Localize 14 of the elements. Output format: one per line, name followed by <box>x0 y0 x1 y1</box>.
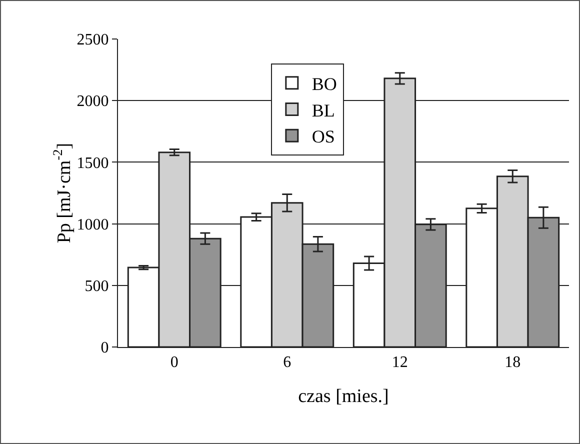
y-tick-label: 1000 <box>76 216 109 234</box>
y-tick-label: 2000 <box>76 93 109 110</box>
y-tick-label: 0 <box>100 340 109 357</box>
legend-label: OS <box>312 126 335 147</box>
x-tick-label: 0 <box>170 354 178 372</box>
x-axis-title: czas [mies.] <box>298 386 389 407</box>
x-tick-label: 6 <box>283 354 292 372</box>
y-tick-label: 500 <box>84 278 109 295</box>
legend-label: BL <box>312 100 335 120</box>
y-tick-label: 2500 <box>76 32 109 49</box>
legend-label: BO <box>312 74 337 94</box>
y-tick-label: 1500 <box>76 154 109 172</box>
x-tick-label: 12 <box>392 354 408 372</box>
x-tick-label: 18 <box>504 354 521 372</box>
